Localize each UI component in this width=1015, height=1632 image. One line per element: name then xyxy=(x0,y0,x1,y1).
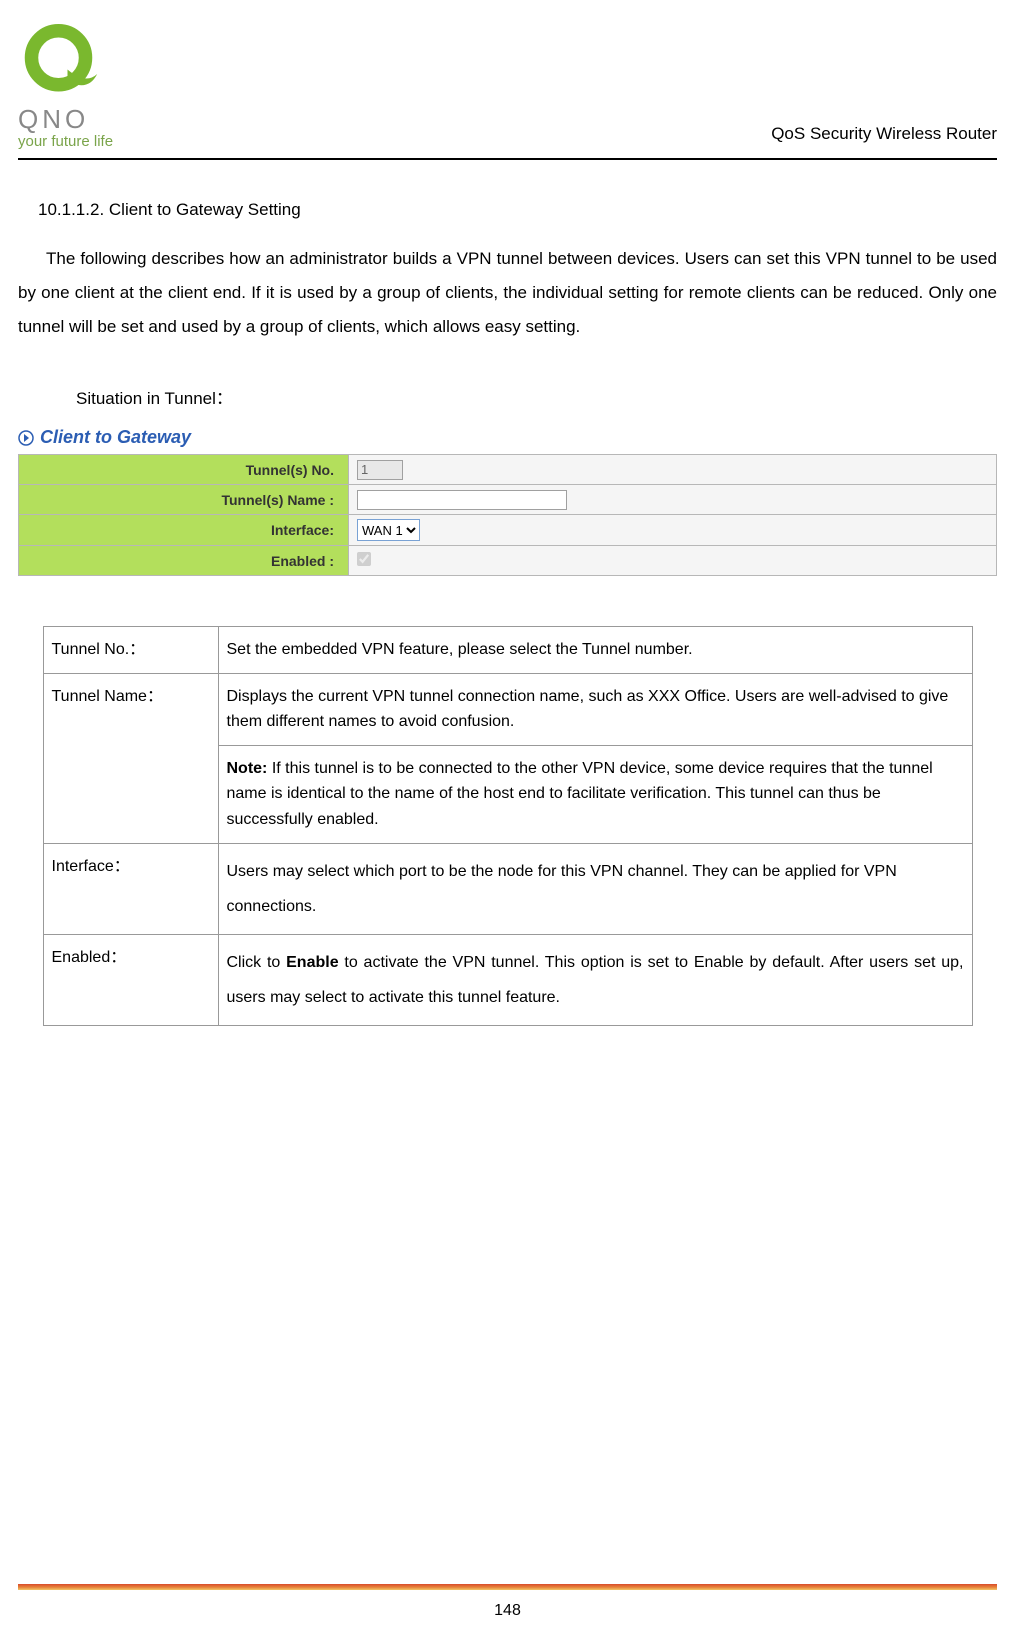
brand-name: QNO xyxy=(18,104,89,135)
enabled-checkbox[interactable] xyxy=(357,552,371,566)
brand-tagline: your future life xyxy=(18,133,113,150)
row-tunnels-name: Tunnel(s) Name : xyxy=(19,485,997,515)
document-title: QoS Security Wireless Router xyxy=(771,124,997,144)
desc-label-enabled: Enabled： xyxy=(43,934,218,1025)
document-page: QNO your future life QoS Security Wirele… xyxy=(0,0,1015,1632)
client-to-gateway-panel: Client to Gateway Tunnel(s) No. Tunnel(s… xyxy=(18,427,997,576)
situation-label: Situation in Tunnel： xyxy=(76,384,997,409)
row-interface: Interface: WAN 1 xyxy=(19,515,997,546)
arrow-right-icon xyxy=(18,430,34,446)
label-tunnels-name: Tunnel(s) Name : xyxy=(19,485,349,515)
section-body: The following describes how an administr… xyxy=(18,242,997,344)
enabled-bold: Enable xyxy=(286,954,338,971)
desc-label-interface: Interface： xyxy=(43,843,218,934)
desc-tunnel-name-para1: Displays the current VPN tunnel connecti… xyxy=(219,674,972,745)
cell-enabled xyxy=(349,546,997,576)
page-header: QNO your future life QoS Security Wirele… xyxy=(18,20,997,158)
desc-row-tunnel-no: Tunnel No.： Set the embedded VPN feature… xyxy=(43,627,972,674)
desc-text-interface: Users may select which port to be the no… xyxy=(218,843,972,934)
note-label: Note: xyxy=(227,760,268,777)
header-divider xyxy=(18,158,997,160)
interface-select[interactable]: WAN 1 xyxy=(357,519,420,541)
row-enabled: Enabled : xyxy=(19,546,997,576)
desc-text-interface-span: Users may select which port to be the no… xyxy=(227,863,897,915)
desc-tunnel-name-note: Note: If this tunnel is to be connected … xyxy=(219,745,972,843)
cell-interface: WAN 1 xyxy=(349,515,997,546)
panel-title-row: Client to Gateway xyxy=(18,427,997,448)
cell-tunnels-name xyxy=(349,485,997,515)
enabled-pre: Click to xyxy=(227,954,287,971)
desc-row-tunnel-name: Tunnel Name： Displays the current VPN tu… xyxy=(43,673,972,843)
page-number: 148 xyxy=(494,1602,521,1620)
brand-logo-block: QNO your future life xyxy=(18,20,113,150)
desc-text-enabled: Click to Enable to activate the VPN tunn… xyxy=(218,934,972,1025)
section-heading: 10.1.1.2. Client to Gateway Setting xyxy=(38,200,997,220)
desc-row-interface: Interface： Users may select which port t… xyxy=(43,843,972,934)
desc-label-tunnel-name: Tunnel Name： xyxy=(43,673,218,843)
tunnels-no-input xyxy=(357,460,403,480)
tunnels-name-input[interactable] xyxy=(357,490,567,510)
desc-text-tunnel-no: Set the embedded VPN feature, please sel… xyxy=(218,627,972,674)
note-text: If this tunnel is to be connected to the… xyxy=(227,760,933,828)
desc-row-enabled: Enabled： Click to Enable to activate the… xyxy=(43,934,972,1025)
footer-gradient-bar xyxy=(18,1584,997,1590)
label-interface: Interface: xyxy=(19,515,349,546)
panel-title: Client to Gateway xyxy=(40,427,191,448)
desc-label-tunnel-no: Tunnel No.： xyxy=(43,627,218,674)
desc-text-tunnel-name: Displays the current VPN tunnel connecti… xyxy=(218,673,972,843)
label-enabled: Enabled : xyxy=(19,546,349,576)
description-table: Tunnel No.： Set the embedded VPN feature… xyxy=(43,626,973,1026)
cell-tunnels-no xyxy=(349,455,997,485)
brand-q-icon xyxy=(18,20,108,110)
label-tunnels-no: Tunnel(s) No. xyxy=(19,455,349,485)
tunnel-form-table: Tunnel(s) No. Tunnel(s) Name : Interface… xyxy=(18,454,997,576)
row-tunnels-no: Tunnel(s) No. xyxy=(19,455,997,485)
